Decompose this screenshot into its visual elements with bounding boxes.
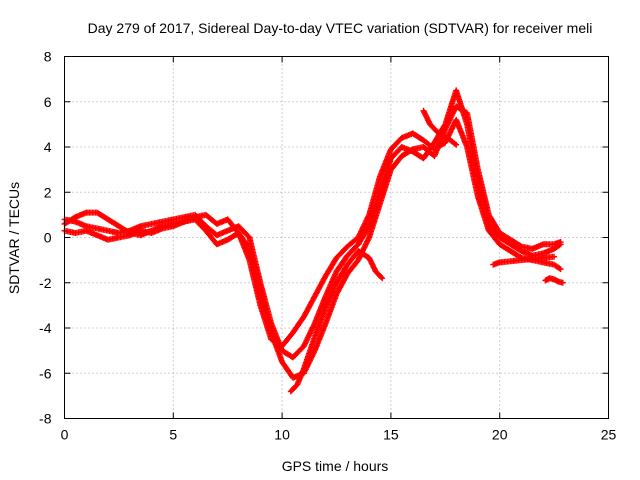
data-point xyxy=(378,274,385,281)
x-tick-label: 25 xyxy=(601,427,617,443)
series-track-7 xyxy=(542,275,566,286)
chart-title: Day 279 of 2017, Sidereal Day-to-day VTE… xyxy=(88,20,593,36)
y-tick-label: -8 xyxy=(39,411,52,427)
points-layer xyxy=(61,87,566,395)
y-tick-label: 2 xyxy=(44,184,52,200)
x-tick-label: 15 xyxy=(383,427,399,443)
x-tick-label: 10 xyxy=(274,427,290,443)
y-axis-title: SDTVAR / TECUs xyxy=(6,182,22,294)
data-point xyxy=(453,141,460,148)
series-track-5 xyxy=(420,107,460,148)
data-point xyxy=(551,253,558,260)
y-tick-label: 8 xyxy=(44,49,52,65)
y-tick-label: 4 xyxy=(44,139,52,155)
series-track-6 xyxy=(490,253,558,268)
data-point xyxy=(557,239,564,246)
y-tick-label: -2 xyxy=(39,275,52,291)
y-tick-label: 0 xyxy=(44,230,52,246)
y-tick-label: -4 xyxy=(39,320,52,336)
x-tick-label: 0 xyxy=(61,427,69,443)
y-tick-label: -6 xyxy=(39,365,52,381)
axis-layer: 0 5 10 15 20 25 -8 -6 -4 -2 0 2 4 6 8 xyxy=(39,49,616,443)
y-tick-label: 6 xyxy=(44,94,52,110)
x-axis-title: GPS time / hours xyxy=(282,458,389,474)
data-point xyxy=(557,266,564,273)
data-point xyxy=(559,279,566,286)
x-tick-label: 20 xyxy=(492,427,508,443)
data-point xyxy=(451,140,458,147)
series-track-3 xyxy=(61,116,564,350)
x-tick-label: 5 xyxy=(169,427,177,443)
data-point xyxy=(379,275,386,282)
series-track-4 xyxy=(287,248,386,395)
